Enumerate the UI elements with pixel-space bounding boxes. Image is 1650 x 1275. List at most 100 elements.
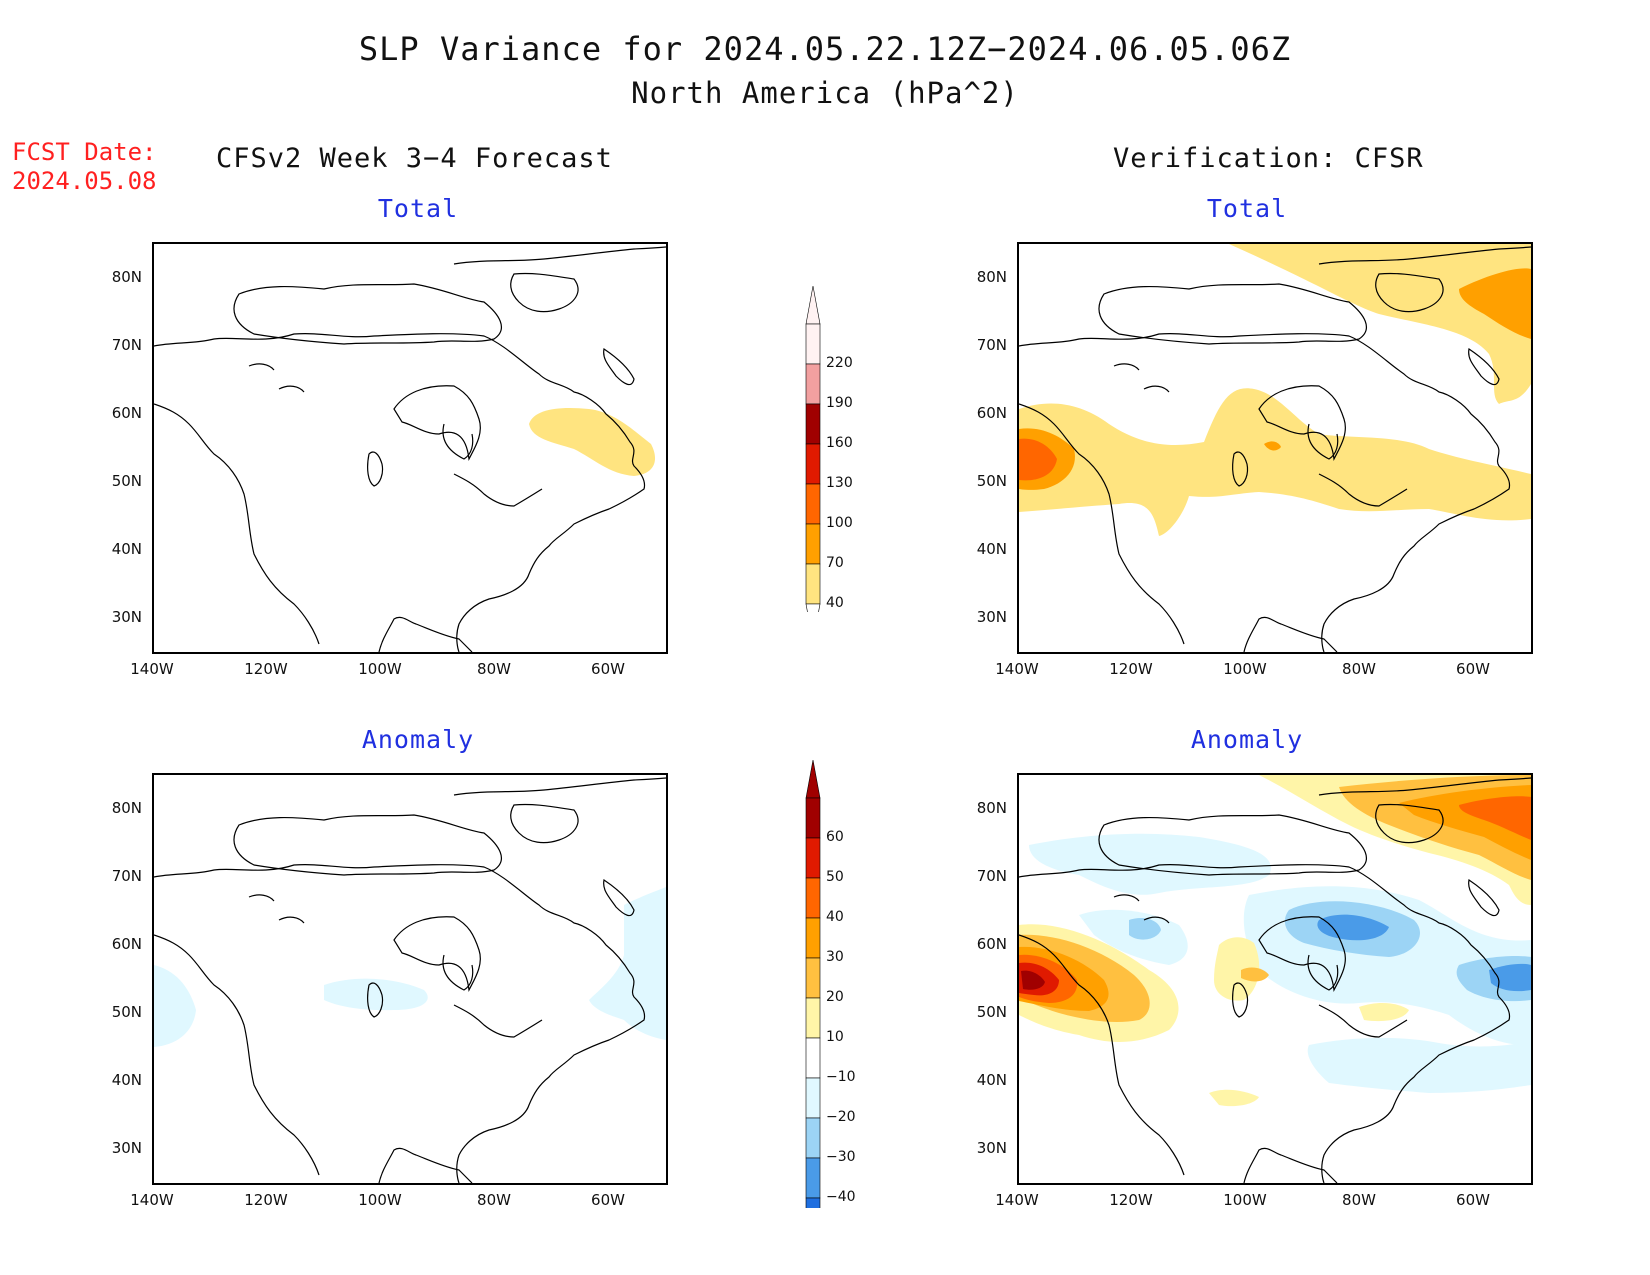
colorbar-top-arrow xyxy=(805,759,821,799)
verification-total-map xyxy=(1017,242,1533,654)
lat-tick: 60N xyxy=(976,935,1007,953)
variance-contours xyxy=(1019,244,1531,536)
forecast-anomaly-title: Anomaly xyxy=(361,725,475,754)
lon-tick: 60W xyxy=(591,660,625,678)
total-colorbar-swatches xyxy=(805,285,821,612)
colorbar-swatch xyxy=(805,443,821,485)
colorbar-swatch xyxy=(805,957,821,999)
anomaly-colorbar-swatches xyxy=(805,759,821,1208)
lon-tick: 60W xyxy=(1456,660,1490,678)
total-colorbar: 220 190 160 130 100 70 40 xyxy=(800,282,870,612)
colorbar-swatch xyxy=(805,877,821,919)
lon-tick: 140W xyxy=(995,660,1039,678)
lon-tick: 80W xyxy=(1342,1191,1376,1209)
lon-tick: 80W xyxy=(477,1191,511,1209)
colorbar-label: 190 xyxy=(826,395,853,411)
forecast-column-title: CFSv2 Week 3−4 Forecast xyxy=(216,143,613,174)
lon-tick: 140W xyxy=(130,660,174,678)
lat-tick: 50N xyxy=(976,472,1007,490)
lat-tick: 80N xyxy=(976,799,1007,817)
lat-tick: 70N xyxy=(976,867,1007,885)
lat-tick: 60N xyxy=(111,935,142,953)
lat-tick: 30N xyxy=(976,608,1007,626)
verification-total-title: Total xyxy=(1206,194,1288,223)
lon-tick: 80W xyxy=(1342,660,1376,678)
verification-anomaly-title: Anomaly xyxy=(1190,725,1304,754)
colorbar-label: 40 xyxy=(826,595,844,611)
colorbar-swatch xyxy=(805,1157,821,1199)
lon-tick: 100W xyxy=(1223,660,1267,678)
lon-tick: 100W xyxy=(358,1191,402,1209)
lat-tick: 70N xyxy=(111,336,142,354)
colorbar-label: 20 xyxy=(826,989,844,1005)
verification-column-title: Verification: CFSR xyxy=(1113,143,1424,174)
colorbar-swatch xyxy=(805,1037,821,1079)
fcst-date-label: FCST Date: xyxy=(12,138,157,166)
lat-tick: 80N xyxy=(111,268,142,286)
lat-tick: 50N xyxy=(111,1003,142,1021)
lon-tick: 100W xyxy=(1223,1191,1267,1209)
colorbar-swatch xyxy=(805,1077,821,1119)
colorbar-label: −10 xyxy=(826,1069,856,1085)
lon-tick: 100W xyxy=(358,660,402,678)
colorbar-swatch xyxy=(805,1117,821,1159)
variance-contours xyxy=(529,407,656,476)
colorbar-label: 50 xyxy=(826,869,844,885)
forecast-anomaly-map xyxy=(152,773,668,1185)
colorbar-label: 100 xyxy=(826,515,853,531)
colorbar-swatch xyxy=(805,363,821,405)
forecast-total-title: Total xyxy=(377,194,459,223)
colorbar-label: 160 xyxy=(826,435,853,451)
colorbar-swatch xyxy=(805,917,821,959)
colorbar-swatch xyxy=(805,523,821,565)
colorbar-label: −30 xyxy=(826,1149,856,1165)
lon-tick: 60W xyxy=(1456,1191,1490,1209)
colorbar-swatch xyxy=(805,997,821,1039)
lon-tick: 140W xyxy=(130,1191,174,1209)
variance-contours xyxy=(1019,775,1531,1107)
lat-tick: 60N xyxy=(111,404,142,422)
figure-subtitle: North America (hPa^2) xyxy=(631,76,1019,110)
colorbar-swatch xyxy=(805,797,821,839)
lat-tick: 80N xyxy=(976,268,1007,286)
colorbar-swatch xyxy=(805,403,821,445)
lon-tick: 140W xyxy=(995,1191,1039,1209)
lat-tick: 60N xyxy=(976,404,1007,422)
colorbar-label: 40 xyxy=(826,909,844,925)
colorbar-label: 30 xyxy=(826,949,844,965)
verification-anomaly-map xyxy=(1017,773,1533,1185)
lat-tick: 70N xyxy=(976,336,1007,354)
figure-title: SLP Variance for 2024.05.22.12Z−2024.06.… xyxy=(358,30,1292,68)
colorbar-bottom-arrow xyxy=(805,603,821,612)
lon-tick: 120W xyxy=(1109,1191,1153,1209)
variance-contours xyxy=(154,887,666,1047)
colorbar-swatch xyxy=(805,1197,821,1208)
colorbar-top-arrow xyxy=(805,285,821,325)
colorbar-swatch xyxy=(805,483,821,525)
lat-tick: 80N xyxy=(111,799,142,817)
lon-tick: 120W xyxy=(244,660,288,678)
colorbar-swatch xyxy=(805,837,821,879)
lat-tick: 40N xyxy=(111,540,142,558)
lat-tick: 70N xyxy=(111,867,142,885)
anomaly-colorbar: 60 50 40 30 20 10 −10 −20 −30 −40 xyxy=(800,758,870,1208)
colorbar-label: 60 xyxy=(826,829,844,845)
lon-tick: 80W xyxy=(477,660,511,678)
lat-tick: 40N xyxy=(976,540,1007,558)
lon-tick: 120W xyxy=(1109,660,1153,678)
coastline xyxy=(154,777,666,1183)
fcst-date-value: 2024.05.08 xyxy=(12,167,157,195)
colorbar-label: 70 xyxy=(826,555,844,571)
lat-tick: 30N xyxy=(976,1139,1007,1157)
lat-tick: 30N xyxy=(111,1139,142,1157)
lon-tick: 60W xyxy=(591,1191,625,1209)
colorbar-label: −20 xyxy=(826,1109,856,1125)
lat-tick: 50N xyxy=(111,472,142,490)
lat-tick: 30N xyxy=(111,608,142,626)
colorbar-swatch xyxy=(805,323,821,365)
lon-tick: 120W xyxy=(244,1191,288,1209)
lat-tick: 40N xyxy=(976,1071,1007,1089)
colorbar-label: −40 xyxy=(826,1189,856,1205)
lat-tick: 50N xyxy=(976,1003,1007,1021)
colorbar-label: 220 xyxy=(826,355,853,371)
